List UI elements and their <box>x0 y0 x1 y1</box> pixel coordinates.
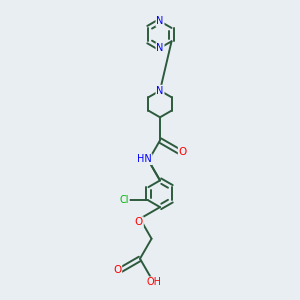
Text: O: O <box>179 147 187 157</box>
Text: HN: HN <box>137 154 152 164</box>
Text: N: N <box>156 16 164 26</box>
Text: OH: OH <box>146 277 161 287</box>
Text: N: N <box>156 85 164 96</box>
Text: O: O <box>113 265 121 275</box>
Text: N: N <box>156 43 164 53</box>
Text: O: O <box>135 217 143 227</box>
Text: Cl: Cl <box>119 196 129 206</box>
